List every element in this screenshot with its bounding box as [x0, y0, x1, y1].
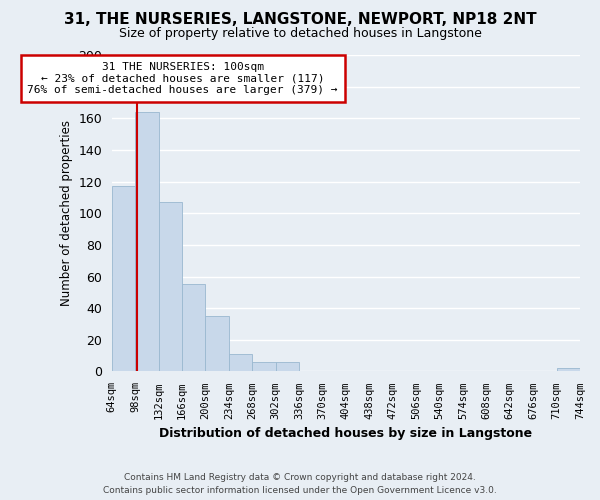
X-axis label: Distribution of detached houses by size in Langstone: Distribution of detached houses by size …	[160, 427, 532, 440]
Text: 31 THE NURSERIES: 100sqm
← 23% of detached houses are smaller (117)
76% of semi-: 31 THE NURSERIES: 100sqm ← 23% of detach…	[28, 62, 338, 96]
Text: Size of property relative to detached houses in Langstone: Size of property relative to detached ho…	[119, 28, 481, 40]
Y-axis label: Number of detached properties: Number of detached properties	[59, 120, 73, 306]
Text: 31, THE NURSERIES, LANGSTONE, NEWPORT, NP18 2NT: 31, THE NURSERIES, LANGSTONE, NEWPORT, N…	[64, 12, 536, 28]
Bar	[135, 112, 158, 372]
Bar	[205, 316, 229, 372]
Bar	[112, 186, 135, 372]
Bar	[182, 284, 205, 372]
Bar	[229, 354, 252, 372]
Bar	[557, 368, 580, 372]
Bar	[275, 362, 299, 372]
Bar	[158, 202, 182, 372]
Bar	[252, 362, 275, 372]
Text: Contains HM Land Registry data © Crown copyright and database right 2024.
Contai: Contains HM Land Registry data © Crown c…	[103, 474, 497, 495]
